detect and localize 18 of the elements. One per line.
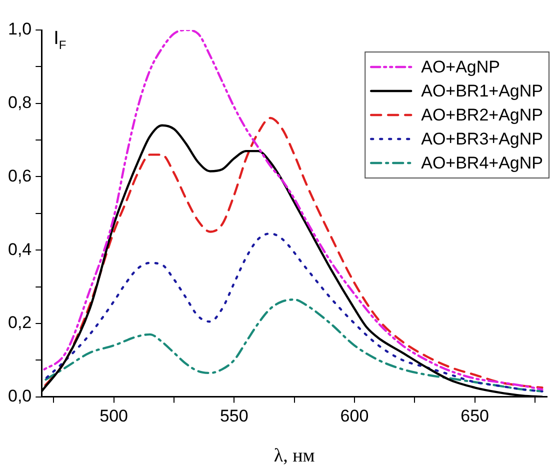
- x-tick-label: 650: [460, 406, 489, 426]
- y-tick-label: 0,6: [8, 166, 32, 186]
- y-tick-label: 0,8: [8, 93, 32, 112]
- legend-label: AO+BR3+AgNP: [421, 130, 544, 149]
- x-tick-label: 550: [220, 406, 248, 426]
- y-tick-label: 0,0: [8, 386, 32, 406]
- legend-label: AO+BR2+AgNP: [421, 106, 544, 125]
- x-axis-title: λ, нм: [274, 446, 315, 467]
- y-tick-label: 1,0: [8, 20, 32, 39]
- legend-label: AO+BR1+AgNP: [421, 82, 544, 101]
- y-tick-label: 0,2: [8, 313, 32, 332]
- y-tick-label: 0,4: [8, 240, 32, 259]
- x-tick-label: 500: [100, 406, 128, 426]
- x-tick-label: 600: [340, 406, 369, 426]
- line-series: [42, 30, 544, 391]
- legend-label: AO+AgNP: [421, 58, 500, 77]
- line-series: [42, 298, 544, 392]
- legend-label: AO+BR4+AgNP: [421, 154, 544, 173]
